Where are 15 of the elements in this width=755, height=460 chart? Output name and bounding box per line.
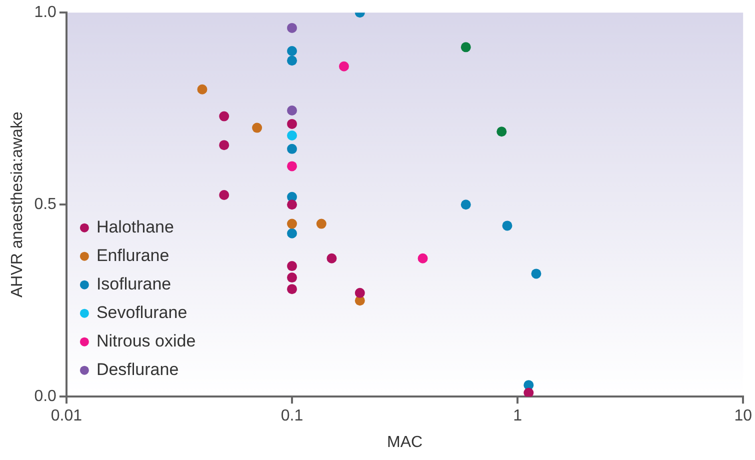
- x-tick-label: 10: [734, 408, 752, 425]
- y-tick-label: 1.0: [34, 4, 57, 22]
- legend-label: Sevoflurane: [96, 303, 188, 322]
- legend-label: Enflurane: [96, 246, 170, 266]
- x-axis-title: MAC: [386, 434, 423, 451]
- x-tick-label: 1: [513, 408, 522, 425]
- y-tick-label: 0.0: [34, 388, 57, 406]
- x-tick-label: 0.1: [280, 408, 304, 425]
- x-tick-label: 0.01: [50, 408, 82, 425]
- legend-label: Isoflurane: [96, 274, 172, 294]
- legend-label: Halothane: [96, 218, 174, 237]
- legend-label: Nitrous oxide: [96, 332, 196, 351]
- y-tick-label: 0.5: [34, 196, 57, 214]
- y-axis-title: AHVR anaesthesia:awake: [9, 112, 26, 298]
- legend-label: Desflurane: [96, 360, 179, 380]
